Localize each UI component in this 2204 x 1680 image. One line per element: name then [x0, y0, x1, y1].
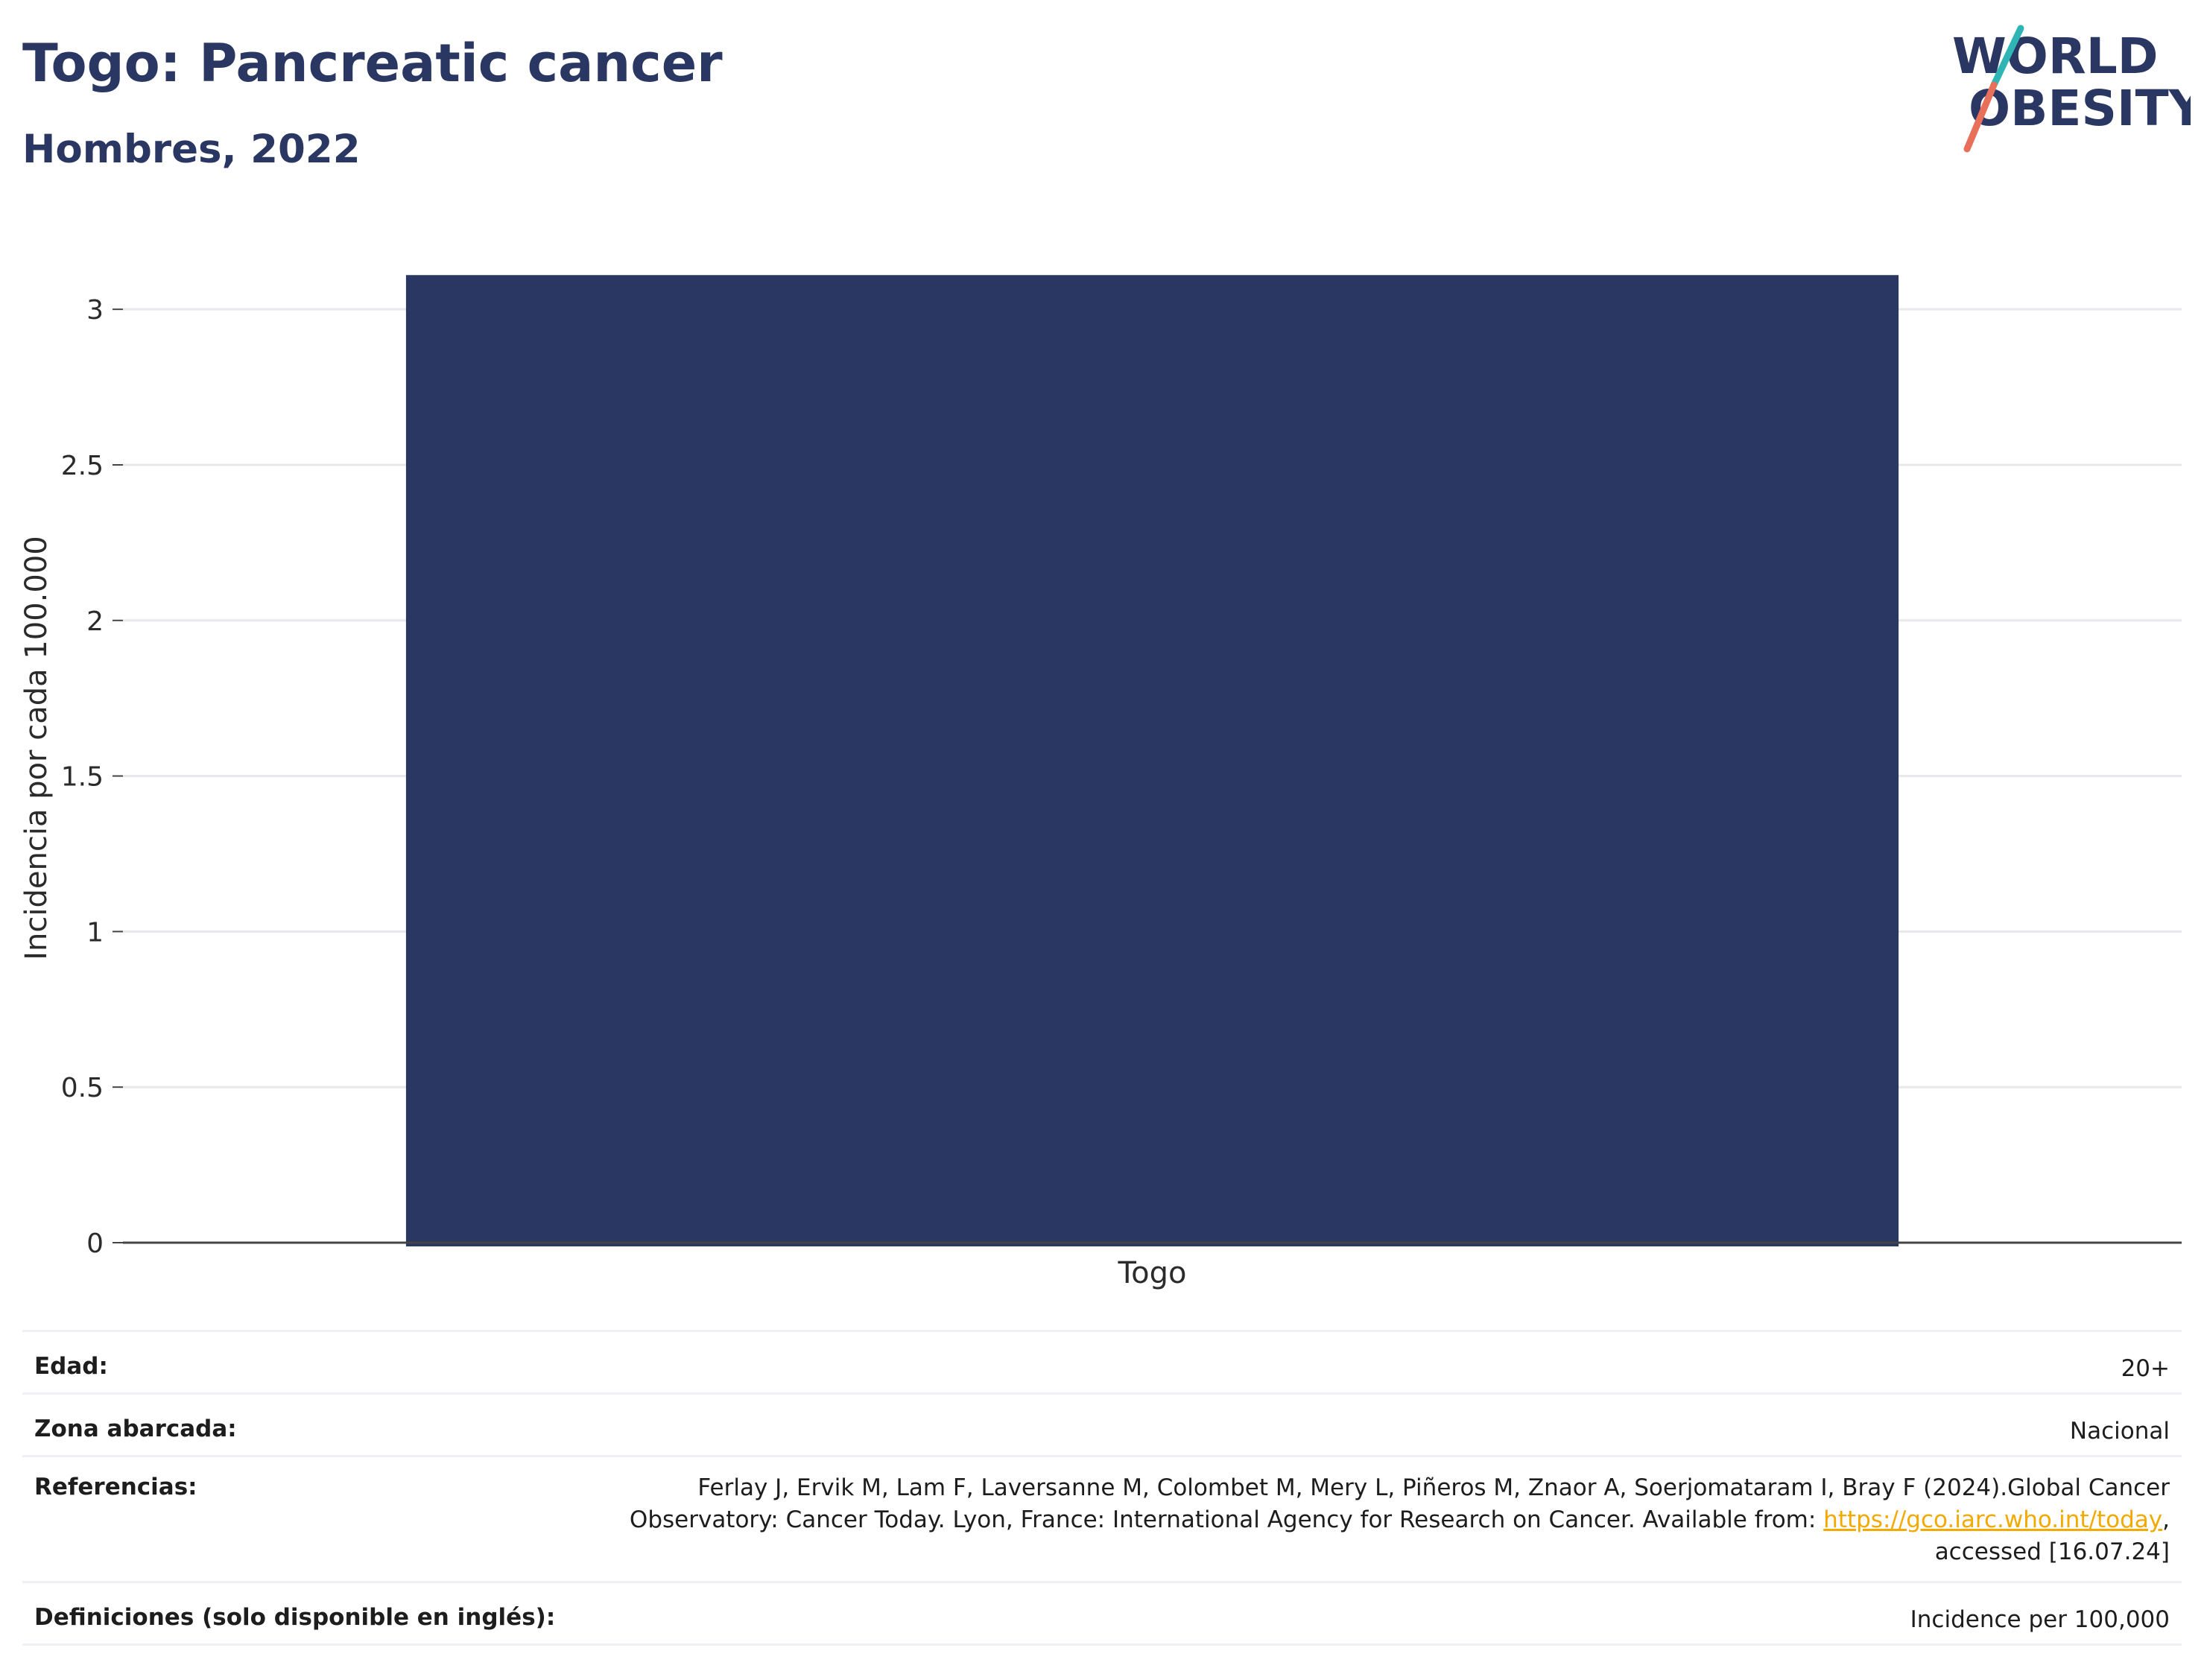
definitions-label: Definiciones (solo disponible en inglés)…: [34, 1604, 556, 1631]
area-label: Zona abarcada:: [34, 1416, 237, 1442]
x-tick-label: Togo: [1118, 1256, 1187, 1290]
world-obesity-logo: WORLD OBESITY: [1952, 25, 2191, 153]
logo-slash-teal: [1990, 25, 2024, 89]
references-line2-end: ,: [2162, 1506, 2170, 1533]
bar-chart: 0 0.5 1 1.5 2 2.5 3 Togo Incidencia por cada 1…: [19, 275, 2182, 1290]
references-line2: Observatory: Cancer Today. Lyon, France:…: [629, 1506, 1824, 1533]
logo-slash-coral: [1963, 81, 1998, 153]
meta-row-definitions: Definiciones (solo disponible en inglés)…: [22, 1583, 2182, 1646]
y-tick-label: 0.5: [61, 1073, 104, 1103]
meta-row-age: Edad: 20+: [22, 1332, 2182, 1395]
metadata-table: Edad: 20+ Zona abarcada: Nacional Refere…: [22, 1330, 2182, 1646]
y-tick-label: 1.5: [61, 762, 104, 793]
bar-togo[interactable]: [405, 275, 1899, 1247]
chart-title: Togo: Pancreatic cancer: [22, 33, 723, 94]
references-line1: Ferlay J, Ervik M, Lam F, Laversanne M, …: [697, 1474, 2170, 1501]
references-link[interactable]: https://gco.iarc.who.int/today: [1823, 1506, 2163, 1533]
chart-subtitle: Hombres, 2022: [22, 127, 361, 172]
y-tick-label: 1: [86, 917, 104, 948]
y-axis-title: Incidencia por cada 100.000: [19, 536, 54, 960]
age-value: 20+: [2121, 1355, 2170, 1382]
references-value: Ferlay J, Ervik M, Lam F, Laversanne M, …: [630, 1472, 2170, 1568]
meta-row-area: Zona abarcada: Nacional: [22, 1395, 2182, 1457]
x-axis-ticks: Togo: [1118, 1256, 1187, 1290]
references-line3: accessed [16.07.24]: [1934, 1538, 2170, 1565]
bars: [405, 275, 1899, 1247]
y-tick-label: 3: [86, 295, 104, 326]
logo-text-world: WORLD: [1952, 28, 2159, 85]
y-tick-label: 2: [86, 606, 104, 637]
y-tick-label: 2.5: [61, 451, 104, 481]
age-label: Edad:: [34, 1353, 108, 1380]
area-value: Nacional: [2069, 1418, 2170, 1445]
definitions-value: Incidence per 100,000: [1910, 1606, 2170, 1633]
y-axis-ticks: 0 0.5 1 1.5 2 2.5 3: [61, 295, 123, 1259]
logo-text-obesity: OBESITY: [1969, 80, 2191, 137]
references-label: Referencias:: [34, 1474, 197, 1500]
meta-row-references: Referencias: Ferlay J, Ervik M, Lam F, L…: [22, 1457, 2182, 1583]
y-tick-label: 0: [86, 1229, 104, 1259]
